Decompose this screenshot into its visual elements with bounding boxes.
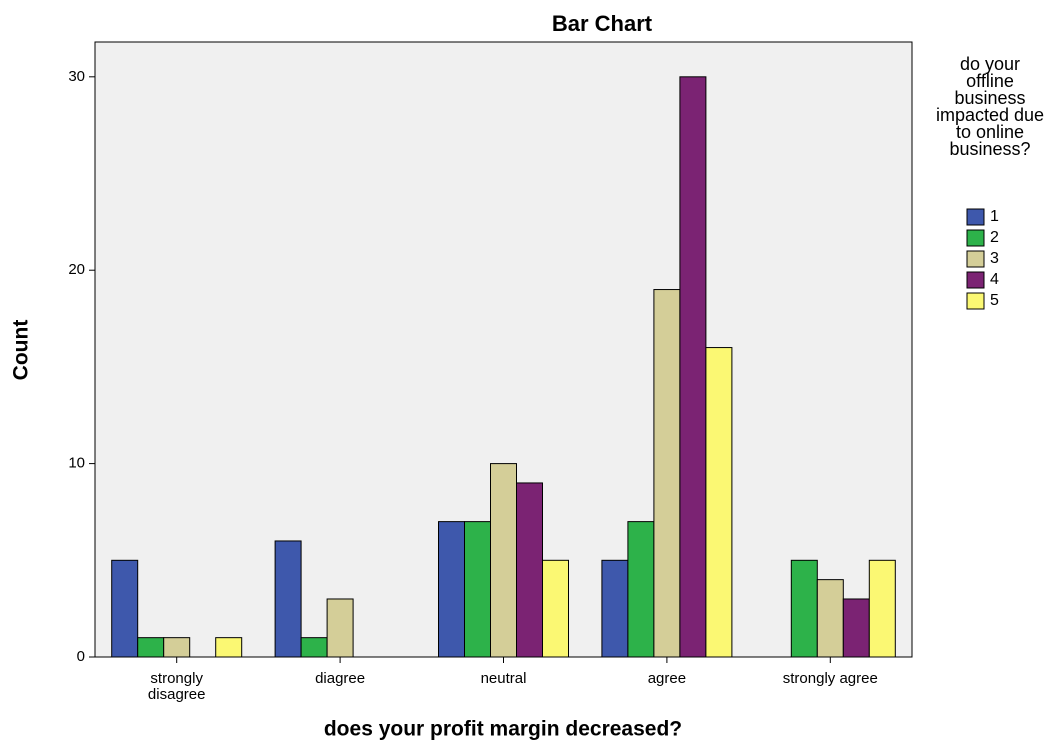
legend-swatch: [966, 208, 985, 226]
bar: [163, 637, 191, 658]
y-tick-label: 30: [68, 68, 85, 85]
bar: [326, 598, 354, 658]
bar: [438, 521, 465, 658]
bar: [464, 521, 491, 658]
x-tick-label: agree: [648, 670, 686, 687]
bar: [490, 463, 517, 658]
chart-title: Bar Chart: [552, 11, 653, 36]
bar: [627, 521, 655, 658]
bar: [705, 347, 733, 658]
bar: [542, 559, 569, 658]
legend-swatch: [966, 271, 985, 289]
bar: [137, 637, 165, 658]
bar: [842, 598, 870, 658]
bar: [111, 559, 139, 658]
y-tick-label: 20: [68, 261, 85, 278]
y-tick-label: 10: [68, 455, 85, 472]
y-tick-label: 0: [77, 648, 85, 665]
bar: [516, 482, 543, 658]
legend-label: 5: [990, 292, 999, 309]
bar: [653, 289, 681, 658]
legend-label: 2: [990, 229, 999, 246]
legend-swatch: [966, 250, 985, 268]
bar: [868, 559, 896, 658]
bar: [816, 579, 844, 658]
bar: [601, 559, 629, 658]
legend-label: 3: [990, 250, 999, 267]
legend-label: 1: [990, 208, 999, 225]
bar: [300, 637, 328, 658]
x-tick-label: diagree: [315, 670, 365, 687]
bar: [790, 559, 818, 658]
y-axis-title: Count: [10, 320, 33, 381]
x-axis-title: does your profit margin decreased?: [324, 718, 682, 741]
x-tick-label: strongly disagree: [148, 670, 206, 703]
bar: [679, 76, 707, 658]
legend-swatch: [966, 292, 985, 310]
x-tick-label: neutral: [481, 670, 527, 687]
legend-swatch: [966, 229, 985, 247]
x-tick-label: strongly agree: [783, 670, 878, 687]
legend-label: 4: [990, 271, 999, 288]
bar: [215, 637, 243, 658]
legend-title: do your offline business impacted due to…: [935, 54, 1045, 159]
bar: [274, 540, 302, 658]
